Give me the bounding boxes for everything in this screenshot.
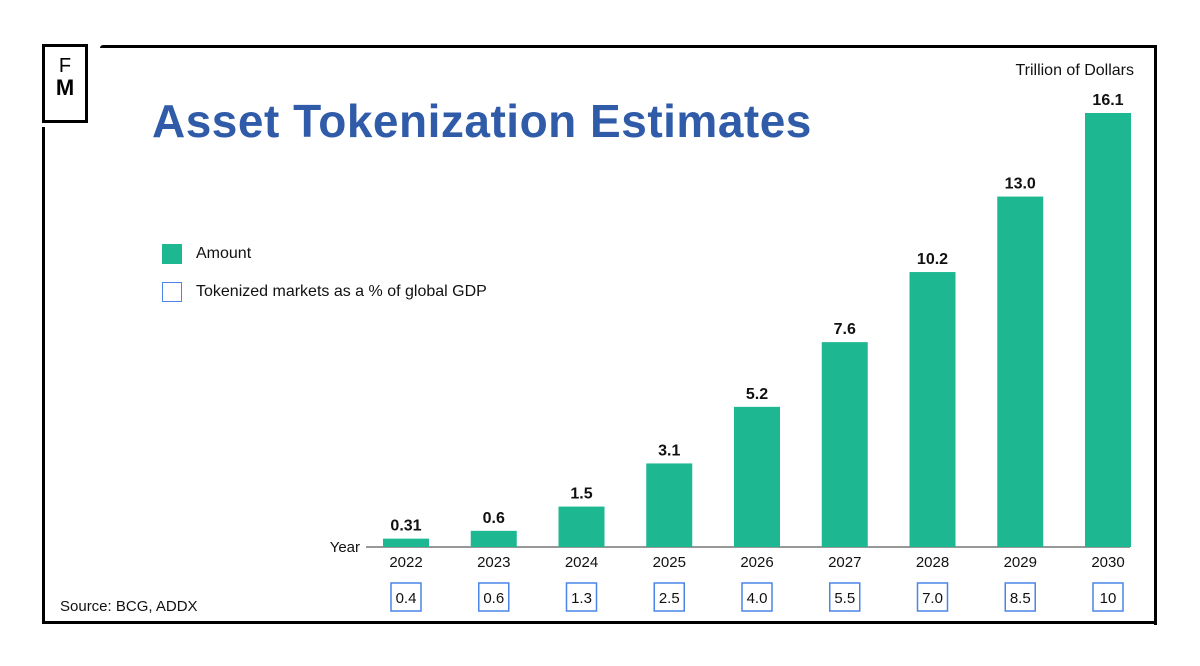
x-tick-2028: 2028 (916, 554, 949, 571)
data-label-2022: 0.31 (390, 518, 421, 535)
gdp-box-2027 (829, 582, 861, 612)
bar-2023 (470, 530, 517, 547)
bar-2029 (997, 196, 1044, 547)
legend-swatch (162, 282, 182, 302)
bar-2024 (558, 506, 605, 547)
gdp-box-2028 (916, 582, 949, 612)
source-note: Source: BCG, ADDX (60, 598, 198, 615)
legend-item-gdp: Tokenized markets as a % of global GDP (162, 282, 487, 302)
gdp-label-2028: 7.0 (922, 590, 943, 607)
bar-2027 (821, 342, 868, 547)
x-tick-2030: 2030 (1091, 554, 1124, 571)
frame (1154, 45, 1157, 625)
data-label-2024: 1.5 (570, 486, 592, 503)
gdp-label-2030: 10 (1100, 590, 1117, 607)
gdp-box-2022 (390, 582, 422, 612)
frame (42, 621, 1157, 624)
data-label-2023: 0.6 (483, 510, 505, 527)
gdp-label-2023: 0.6 (483, 590, 504, 607)
gdp-box-2024 (565, 582, 598, 612)
gdp-box-2029 (1004, 582, 1036, 612)
x-tick-2027: 2027 (828, 554, 861, 571)
data-label-2028: 10.2 (917, 251, 948, 268)
data-label-2029: 13.0 (1005, 176, 1036, 193)
x-tick-2026: 2026 (740, 554, 773, 571)
gdp-label-2022: 0.4 (396, 590, 417, 607)
frame (42, 127, 45, 624)
data-label-2030: 16.1 (1092, 92, 1123, 109)
gdp-box-2023 (478, 582, 510, 612)
frame (100, 45, 1157, 48)
data-label-2027: 7.6 (834, 321, 856, 338)
gdp-label-2025: 2.5 (659, 590, 680, 607)
gdp-box-2030 (1092, 582, 1124, 612)
gdp-label-2026: 4.0 (747, 590, 768, 607)
legend-swatch (162, 244, 182, 264)
x-tick-2023: 2023 (477, 554, 510, 571)
x-axis-label: Year (330, 539, 360, 556)
bar-2028 (909, 272, 956, 547)
x-tick-2024: 2024 (565, 554, 598, 571)
unit-label: Trillion of Dollars (1015, 62, 1134, 79)
legend-item-amount: Amount (162, 244, 251, 264)
data-label-2025: 3.1 (658, 442, 680, 459)
gdp-label-2024: 1.3 (571, 590, 592, 607)
chart-title: Asset Tokenization Estimates (152, 95, 812, 147)
bar-2022 (383, 538, 429, 547)
bar-2030 (1085, 113, 1131, 547)
gdp-box-2026 (741, 582, 773, 612)
gdp-label-2029: 8.5 (1010, 590, 1031, 607)
bar-2025 (646, 463, 693, 547)
x-tick-2029: 2029 (1004, 554, 1037, 571)
x-tick-2025: 2025 (653, 554, 686, 571)
x-tick-2022: 2022 (389, 554, 422, 571)
gdp-box-2025 (653, 582, 685, 612)
data-label-2026: 5.2 (746, 386, 768, 403)
bar-2026 (734, 406, 780, 547)
gdp-label-2027: 5.5 (834, 590, 855, 607)
